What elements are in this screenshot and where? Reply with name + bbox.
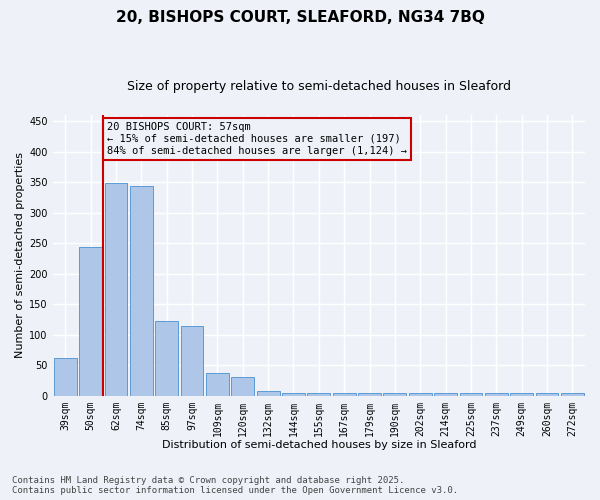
Bar <box>232 378 254 396</box>
Bar <box>206 372 229 396</box>
Bar <box>155 322 178 396</box>
Bar <box>460 392 482 396</box>
Bar <box>54 358 77 396</box>
Bar <box>434 392 457 396</box>
Bar <box>510 392 533 396</box>
Bar <box>79 247 102 396</box>
Bar <box>536 392 559 396</box>
Text: 20 BISHOPS COURT: 57sqm
← 15% of semi-detached houses are smaller (197)
84% of s: 20 BISHOPS COURT: 57sqm ← 15% of semi-de… <box>107 122 407 156</box>
Bar <box>409 392 431 396</box>
Bar <box>358 392 381 396</box>
Bar <box>130 186 153 396</box>
Text: 20, BISHOPS COURT, SLEAFORD, NG34 7BQ: 20, BISHOPS COURT, SLEAFORD, NG34 7BQ <box>116 10 484 25</box>
Bar <box>257 391 280 396</box>
Text: Contains HM Land Registry data © Crown copyright and database right 2025.
Contai: Contains HM Land Registry data © Crown c… <box>12 476 458 495</box>
Bar <box>282 392 305 396</box>
Bar <box>383 392 406 396</box>
Bar <box>181 326 203 396</box>
Bar <box>485 392 508 396</box>
Bar <box>561 392 584 396</box>
Bar <box>333 392 356 396</box>
Y-axis label: Number of semi-detached properties: Number of semi-detached properties <box>15 152 25 358</box>
X-axis label: Distribution of semi-detached houses by size in Sleaford: Distribution of semi-detached houses by … <box>161 440 476 450</box>
Bar <box>307 392 330 396</box>
Title: Size of property relative to semi-detached houses in Sleaford: Size of property relative to semi-detach… <box>127 80 511 93</box>
Bar <box>104 184 127 396</box>
